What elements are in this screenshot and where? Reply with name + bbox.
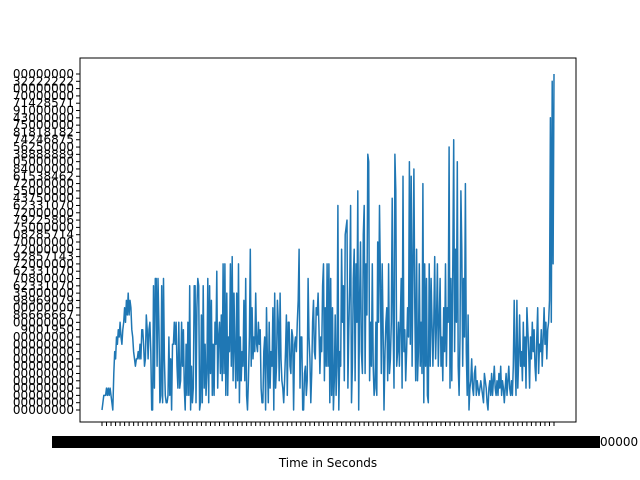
y-tick-label: 35000000	[13, 286, 74, 300]
y-tick-label: 71428571	[13, 96, 74, 110]
y-tick-label: 00000000	[13, 82, 74, 96]
y-tick-label: 62331070	[13, 279, 74, 293]
y-tick-label: 00000000	[13, 396, 74, 410]
series-line-0	[101, 73, 555, 411]
y-tick-label: 38888889	[13, 147, 74, 161]
y-tick-label: 00000000	[13, 374, 74, 388]
y-tick-label: 00000000	[13, 366, 74, 380]
x-axis-title: Time in Seconds	[278, 456, 377, 470]
y-tick-label: 62331070	[13, 264, 74, 278]
y-tick-label: 62331070	[13, 198, 74, 212]
plot-area	[101, 73, 555, 411]
y-tick-label: 00000000	[13, 359, 74, 373]
y-tick-label: 00000000	[13, 403, 74, 417]
y-tick-label: 00000000	[13, 301, 74, 315]
y-tick-label: 70000000	[13, 89, 74, 103]
y-tick-label: 79225806	[13, 213, 74, 227]
x-tick-label-band	[52, 436, 600, 448]
y-tick-label: 81818182	[13, 125, 74, 139]
y-tick-label: 00000000	[13, 388, 74, 402]
y-tick-label: 84000000	[13, 162, 74, 176]
y-tick-label: 56250000	[13, 140, 74, 154]
y-tick-label: 55000000	[13, 184, 74, 198]
y-tick-label: 74246875	[13, 133, 74, 147]
y-tick-label: 00000000	[13, 381, 74, 395]
y-tick-label: 86666667	[13, 308, 74, 322]
y-tick-label: 32222222	[13, 74, 74, 88]
axes-frame	[79, 57, 577, 423]
y-tick-label: 75000000	[13, 220, 74, 234]
y-tick-label: 00000000	[13, 337, 74, 351]
y-tick-label: 61538462	[13, 169, 74, 183]
y-tick-label: 00000000	[13, 330, 74, 344]
y-tick-label: 70800000	[13, 272, 74, 286]
y-tick-label: 72000000	[13, 257, 74, 271]
y-tick-label: 72000000	[13, 177, 74, 191]
y-axis-ticks: 0000000000000000000000000000000000000000…	[13, 67, 80, 417]
y-tick-label: 9001950	[21, 323, 74, 337]
x-axis-ticks: 00000	[52, 422, 638, 449]
y-tick-label: 98969079	[13, 293, 74, 307]
y-tick-label: 91000000	[13, 104, 74, 118]
y-tick-label: 00000000	[13, 345, 74, 359]
y-tick-label: 05000000	[13, 155, 74, 169]
y-tick-label: 72000000	[13, 206, 74, 220]
y-tick-label: 92857143	[13, 250, 74, 264]
y-tick-label: 43750000	[13, 191, 74, 205]
y-tick-label: 72000000	[13, 242, 74, 256]
y-tick-label: 00000000	[13, 315, 74, 329]
y-tick-label: 00000000	[13, 67, 74, 81]
y-tick-label: 43000000	[13, 111, 74, 125]
y-tick-label: 00000000	[13, 352, 74, 366]
y-tick-label: 75000000	[13, 118, 74, 132]
y-tick-label: 08285714	[13, 228, 74, 242]
y-tick-label: 70000000	[13, 235, 74, 249]
x-tick-label: 00000	[600, 435, 638, 449]
